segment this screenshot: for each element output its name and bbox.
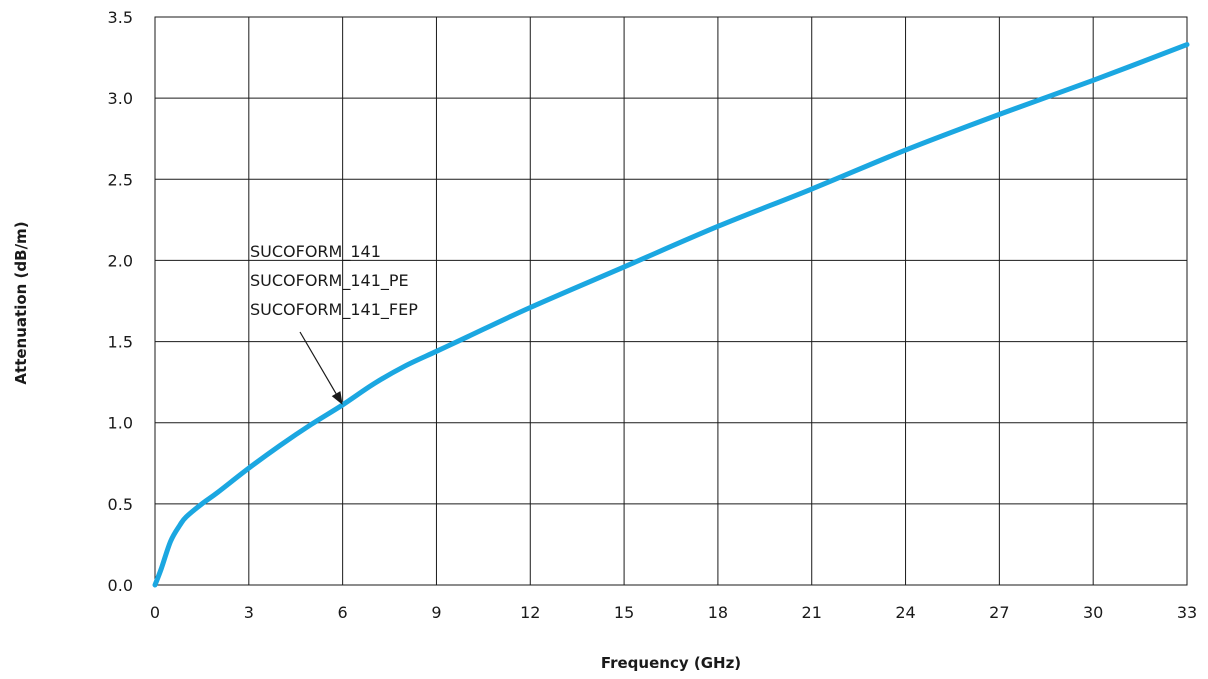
y-tick-label: 2.0 [108, 251, 133, 270]
x-tick-label: 3 [244, 603, 254, 622]
x-tick-label: 21 [802, 603, 822, 622]
x-tick-label: 33 [1177, 603, 1197, 622]
plot-frame [154, 16, 1188, 586]
annotation-label: SUCOFORM_141 [250, 242, 381, 262]
grid [154, 16, 1188, 586]
y-axis-title: Attenuation (dB/m) [12, 221, 30, 384]
x-tick-label: 27 [989, 603, 1009, 622]
x-axis-title: Frequency (GHz) [601, 654, 741, 672]
y-tick-label: 3.5 [108, 8, 133, 27]
x-tick-label: 6 [338, 603, 348, 622]
x-tick-label: 15 [614, 603, 634, 622]
x-tick-label: 9 [431, 603, 441, 622]
series-layer [152, 42, 1190, 588]
annotation-label: SUCOFORM_141_PE [250, 271, 409, 291]
y-tick-label: 2.5 [108, 170, 133, 189]
x-tick-label: 30 [1083, 603, 1103, 622]
annotation: SUCOFORM_141 SUCOFORM_141_PE SUCOFORM_141_… [250, 242, 418, 405]
x-tick-label: 12 [520, 603, 540, 622]
x-tick-label: 18 [708, 603, 728, 622]
annotation-label: SUCOFORM_141_FEP [250, 300, 418, 320]
x-tick-label: 0 [150, 603, 160, 622]
series-line [152, 42, 1190, 588]
y-tick-label: 1.0 [108, 414, 133, 433]
y-tick-label: 0.0 [108, 576, 133, 595]
tick-labels: 0 3 6 9 12 15 18 21 24 27 30 33 0.0 0.5 1.0 1.5 2.0 2.5 3.… [108, 8, 1198, 622]
arrow-head-icon [331, 391, 343, 405]
y-tick-label: 3.0 [108, 89, 133, 108]
annotation-arrow [299, 331, 337, 394]
x-tick-label: 24 [895, 603, 915, 622]
y-tick-label: 0.5 [108, 495, 133, 514]
y-tick-label: 1.5 [108, 333, 133, 352]
